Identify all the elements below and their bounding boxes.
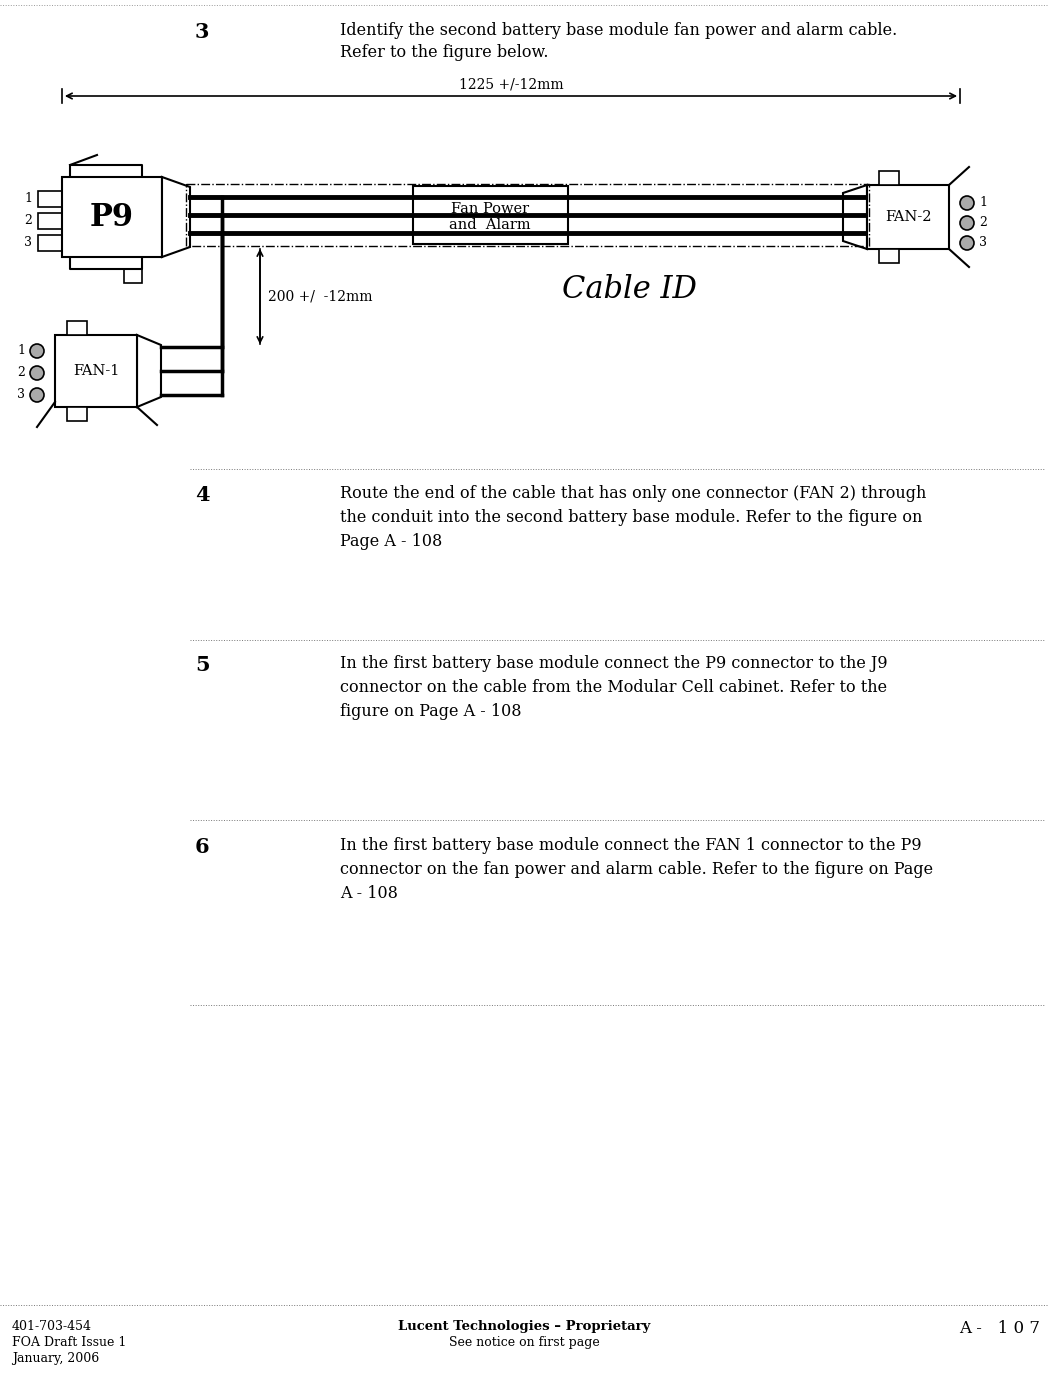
Text: 3: 3 — [195, 22, 210, 42]
Circle shape — [30, 343, 44, 359]
Text: 1225 +/-12mm: 1225 +/-12mm — [458, 78, 563, 92]
Text: January, 2006: January, 2006 — [12, 1352, 100, 1365]
Text: FOA Draft Issue 1: FOA Draft Issue 1 — [12, 1336, 126, 1350]
Circle shape — [30, 366, 44, 379]
Text: 200 +/  -12mm: 200 +/ -12mm — [267, 289, 372, 303]
Circle shape — [30, 388, 44, 402]
Text: 3: 3 — [17, 388, 25, 402]
Polygon shape — [843, 185, 868, 249]
Text: Identify the second battery base module fan power and alarm cable.: Identify the second battery base module … — [340, 22, 897, 39]
Bar — [412, 186, 568, 245]
Text: See notice on first page: See notice on first page — [449, 1336, 599, 1350]
Text: Refer to the figure below.: Refer to the figure below. — [340, 44, 549, 61]
Text: P9: P9 — [90, 202, 134, 232]
Text: 3: 3 — [979, 236, 987, 249]
Circle shape — [960, 236, 975, 250]
Text: In the first battery base module connect the FAN 1 connector to the P9
connector: In the first battery base module connect… — [340, 837, 934, 902]
Text: In the first battery base module connect the P9 connector to the J9
connector on: In the first battery base module connect… — [340, 655, 887, 720]
Text: FAN-1: FAN-1 — [72, 364, 120, 378]
Bar — [67, 407, 87, 421]
Bar — [38, 235, 62, 252]
Text: Cable ID: Cable ID — [562, 274, 698, 306]
Text: Route the end of the cable that has only one connector (FAN 2) through
the condu: Route the end of the cable that has only… — [340, 485, 926, 550]
Text: 6: 6 — [195, 837, 210, 858]
Polygon shape — [162, 177, 190, 257]
Text: 2: 2 — [17, 367, 25, 379]
Text: Fan Power: Fan Power — [451, 202, 529, 215]
Bar — [124, 270, 142, 284]
Bar — [879, 171, 899, 185]
Text: 1: 1 — [979, 196, 987, 210]
Bar — [879, 249, 899, 263]
Polygon shape — [137, 335, 160, 407]
Bar — [55, 335, 137, 407]
Text: 3: 3 — [24, 236, 33, 249]
Text: 401-703-454: 401-703-454 — [12, 1320, 92, 1333]
Text: and  Alarm: and Alarm — [449, 218, 531, 232]
Circle shape — [960, 215, 975, 229]
Text: Lucent Technologies – Proprietary: Lucent Technologies – Proprietary — [398, 1320, 650, 1333]
Text: 2: 2 — [979, 217, 987, 229]
Text: 1: 1 — [17, 345, 25, 357]
Bar — [868, 185, 949, 249]
Text: 1: 1 — [24, 192, 33, 206]
Text: 2: 2 — [24, 214, 33, 228]
Circle shape — [960, 196, 975, 210]
Text: 4: 4 — [195, 485, 210, 505]
Bar — [62, 177, 162, 257]
Bar — [67, 321, 87, 335]
Bar — [38, 190, 62, 207]
Text: FAN-2: FAN-2 — [884, 210, 932, 224]
Text: A -   1 0 7: A - 1 0 7 — [959, 1320, 1040, 1337]
Bar — [38, 213, 62, 229]
Text: 5: 5 — [195, 655, 210, 676]
